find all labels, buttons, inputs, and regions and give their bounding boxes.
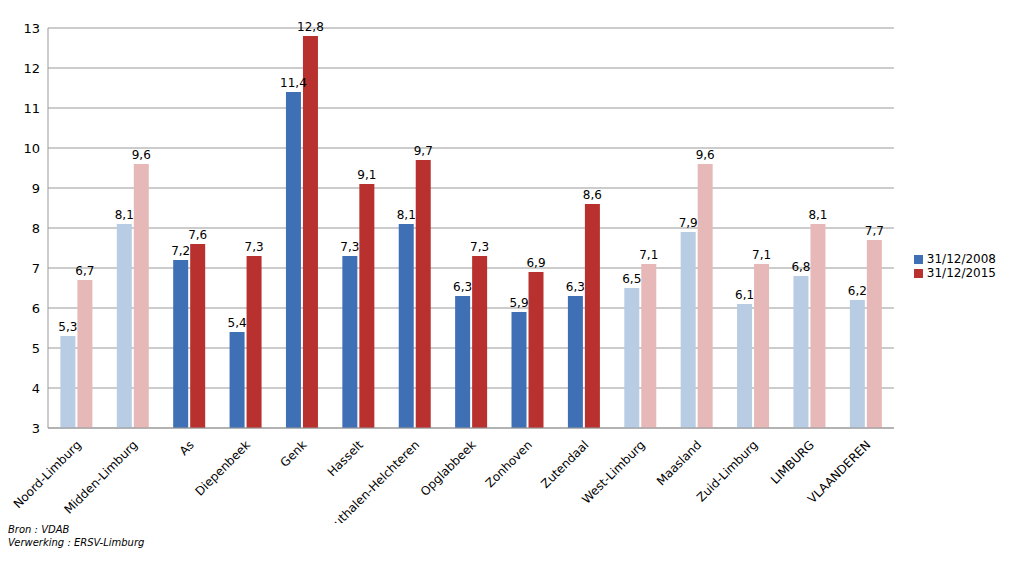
svg-text:Midden-Limburg: Midden-Limburg <box>62 438 141 517</box>
svg-text:Genk: Genk <box>278 438 310 470</box>
svg-text:Zuid-Limburg: Zuid-Limburg <box>694 438 761 505</box>
svg-text:5,4: 5,4 <box>228 316 247 330</box>
svg-text:VLAANDEREN: VLAANDEREN <box>805 438 873 506</box>
svg-text:6: 6 <box>32 301 40 316</box>
svg-text:9,1: 9,1 <box>357 168 376 182</box>
svg-text:7,7: 7,7 <box>865 224 884 238</box>
svg-text:9,6: 9,6 <box>696 148 715 162</box>
svg-text:6,3: 6,3 <box>453 280 472 294</box>
svg-text:Opglabbeek: Opglabbeek <box>418 438 479 499</box>
svg-text:4: 4 <box>32 381 40 396</box>
svg-text:10: 10 <box>23 141 40 156</box>
svg-text:12: 12 <box>23 61 40 76</box>
svg-text:6,1: 6,1 <box>735 288 754 302</box>
svg-text:7,9: 7,9 <box>679 216 698 230</box>
html-text:Verwerking : ERSV-Limburg: Verwerking : ERSV-Limburg <box>8 537 145 548</box>
svg-text:6,8: 6,8 <box>791 260 810 274</box>
svg-text:11: 11 <box>23 101 40 116</box>
svg-text:As: As <box>177 438 197 458</box>
svg-text:Noord-Limburg: Noord-Limburg <box>10 437 84 512</box>
svg-text:Hasselt: Hasselt <box>325 438 366 479</box>
svg-text:7,2: 7,2 <box>171 244 190 258</box>
svg-text:6,2: 6,2 <box>848 284 867 298</box>
svg-text:LIMBURG: LIMBURG <box>768 438 817 487</box>
html-text:31/12/2015: 31/12/2015 <box>926 265 996 280</box>
svg-text:7,3: 7,3 <box>245 240 264 254</box>
svg-text:13: 13 <box>23 21 40 36</box>
svg-text:Zutendaal: Zutendaal <box>538 438 591 491</box>
svg-text:8,6: 8,6 <box>583 188 602 202</box>
svg-text:9: 9 <box>32 181 40 196</box>
svg-text:7,3: 7,3 <box>340 240 359 254</box>
html-text:31/12/2008: 31/12/2008 <box>926 251 996 266</box>
svg-text:11,4: 11,4 <box>280 76 307 90</box>
svg-text:West-Limburg: West-Limburg <box>579 438 648 507</box>
svg-text:Zonhoven: Zonhoven <box>483 438 535 490</box>
svg-text:8,1: 8,1 <box>115 208 134 222</box>
svg-text:5,9: 5,9 <box>509 296 528 310</box>
svg-text:7,1: 7,1 <box>639 248 658 262</box>
svg-text:5,3: 5,3 <box>58 320 77 334</box>
svg-text:8,1: 8,1 <box>397 208 416 222</box>
svg-text:9,7: 9,7 <box>414 144 433 158</box>
svg-text:12,8: 12,8 <box>297 20 324 34</box>
svg-text:Diepenbeek: Diepenbeek <box>192 438 253 499</box>
svg-text:7,6: 7,6 <box>188 228 207 242</box>
html-text:Bron : VDAB: Bron : VDAB <box>8 524 70 535</box>
svg-text:6,5: 6,5 <box>622 272 641 286</box>
svg-text:8: 8 <box>32 221 40 236</box>
svg-text:5: 5 <box>32 341 40 356</box>
svg-text:6,7: 6,7 <box>75 264 94 278</box>
svg-text:6,9: 6,9 <box>526 256 545 270</box>
svg-text:8,1: 8,1 <box>808 208 827 222</box>
svg-text:7,3: 7,3 <box>470 240 489 254</box>
svg-text:7,1: 7,1 <box>752 248 771 262</box>
svg-text:7: 7 <box>32 261 40 276</box>
svg-text:3: 3 <box>32 421 40 436</box>
svg-text:9,6: 9,6 <box>132 148 151 162</box>
svg-text:Maasland: Maasland <box>654 438 704 488</box>
svg-text:Houthalen-Helchteren: Houthalen-Helchteren <box>319 438 422 523</box>
svg-text:6,3: 6,3 <box>566 280 585 294</box>
